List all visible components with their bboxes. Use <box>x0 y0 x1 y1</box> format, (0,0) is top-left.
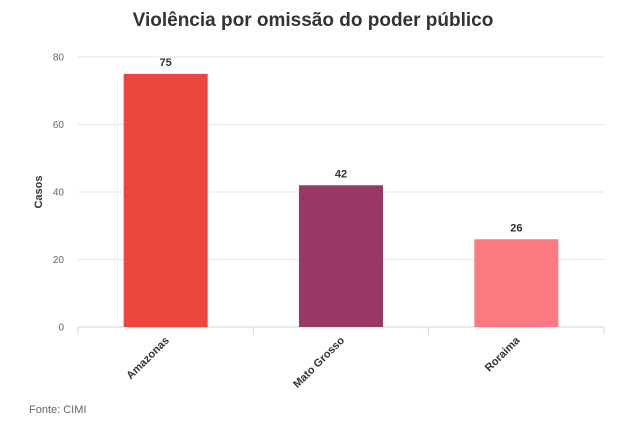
bar-roraima[interactable] <box>474 239 559 327</box>
x-tick-label: Roraima <box>483 334 523 374</box>
data-label: 26 <box>510 222 522 234</box>
y-tick-label: 20 <box>53 255 65 266</box>
bar-amazonas[interactable] <box>123 73 208 327</box>
bars <box>123 73 559 327</box>
data-label: 42 <box>335 168 347 180</box>
y-tick-label: 80 <box>53 53 65 64</box>
y-tick-label: 0 <box>58 323 64 334</box>
chart-source: Fonte: CIMI <box>29 404 87 416</box>
y-tick-label: 60 <box>53 120 65 131</box>
x-tick-label: Mato Grosso <box>291 334 347 390</box>
y-axis-label: Casos <box>33 175 45 208</box>
bar-mato-grosso[interactable] <box>299 185 383 327</box>
y-tick-label: 40 <box>53 188 65 199</box>
labels: 0 20 40 60 80 Casos 75 Amazonas 42 Mato Grosso 26 R… <box>33 53 523 391</box>
axes <box>77 326 605 335</box>
chart-title: Violência por omissão do poder público <box>132 10 494 31</box>
data-label: 75 <box>160 57 172 69</box>
x-tick-label: Amazonas <box>124 335 171 382</box>
